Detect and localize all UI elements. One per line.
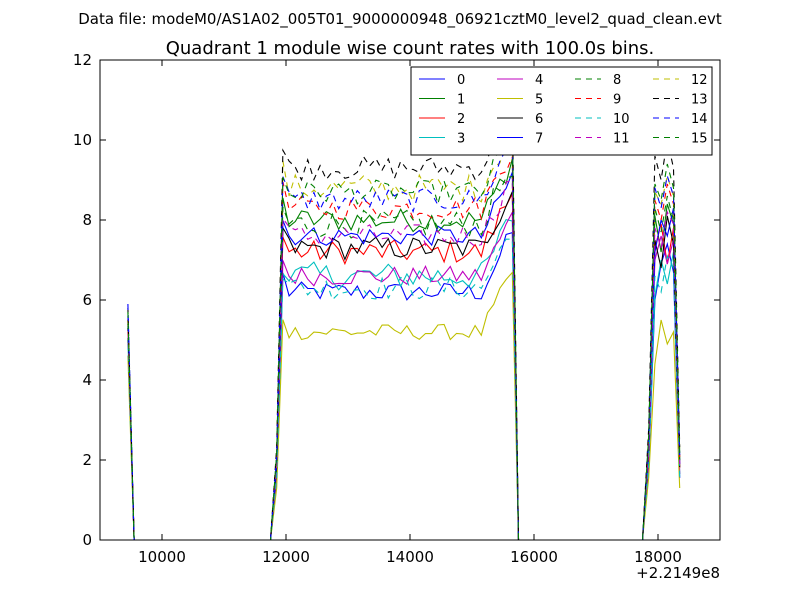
legend-label-5: 5 — [535, 93, 543, 108]
series-line-14 — [127, 140, 681, 541]
legend-label-8: 8 — [613, 73, 621, 88]
legend-box — [410, 66, 713, 156]
legend-label-15: 15 — [691, 132, 708, 147]
y-tick-label: 2 — [82, 451, 92, 469]
legend-label-6: 6 — [535, 112, 543, 127]
series-line-10 — [127, 238, 681, 541]
series-line-15 — [127, 126, 681, 541]
series-layer — [127, 106, 681, 541]
series-line-0 — [127, 231, 681, 541]
series-line-5 — [127, 271, 681, 541]
legend-label-4: 4 — [535, 73, 543, 88]
x-offset-label: +2.2149e8 — [636, 564, 720, 582]
series-line-11 — [127, 180, 681, 541]
legend-label-11: 11 — [613, 132, 630, 147]
y-tick-label: 8 — [82, 211, 92, 229]
x-tick-label: 18000 — [634, 548, 682, 566]
legend-label-12: 12 — [691, 73, 708, 88]
plot-frame — [99, 59, 721, 541]
legend-label-3: 3 — [457, 132, 465, 147]
legend-label-13: 13 — [691, 93, 708, 108]
series-line-8 — [127, 175, 681, 541]
y-tick-label: 10 — [73, 131, 92, 149]
y-tick-label: 12 — [73, 51, 92, 69]
x-tick-label: 10000 — [138, 548, 186, 566]
series-line-3 — [127, 218, 681, 541]
y-tick-label: 4 — [82, 371, 92, 389]
legend-label-0: 0 — [457, 73, 465, 88]
legend-label-1: 1 — [457, 93, 465, 108]
chart-title: Quadrant 1 module wise count rates with … — [166, 38, 655, 59]
datafile-label: Data file: modeM0/AS1A02_005T01_90000009… — [78, 10, 722, 29]
legend-label-9: 9 — [613, 93, 621, 108]
legend-label-10: 10 — [613, 112, 630, 127]
series-line-7 — [127, 172, 681, 541]
series-line-9 — [127, 156, 681, 541]
legend-label-14: 14 — [691, 112, 708, 127]
x-tick-label: 12000 — [262, 548, 310, 566]
series-line-2 — [127, 193, 681, 541]
x-tick-label: 14000 — [386, 548, 434, 566]
series-line-6 — [127, 191, 681, 541]
series-line-1 — [127, 158, 681, 541]
y-tick-label: 6 — [82, 291, 92, 309]
legend-label-2: 2 — [457, 112, 465, 127]
legend-label-7: 7 — [535, 132, 543, 147]
series-line-4 — [127, 212, 681, 541]
y-tick-label: 0 — [82, 531, 92, 549]
series-line-13 — [127, 106, 681, 541]
x-tick-label: 16000 — [510, 548, 558, 566]
